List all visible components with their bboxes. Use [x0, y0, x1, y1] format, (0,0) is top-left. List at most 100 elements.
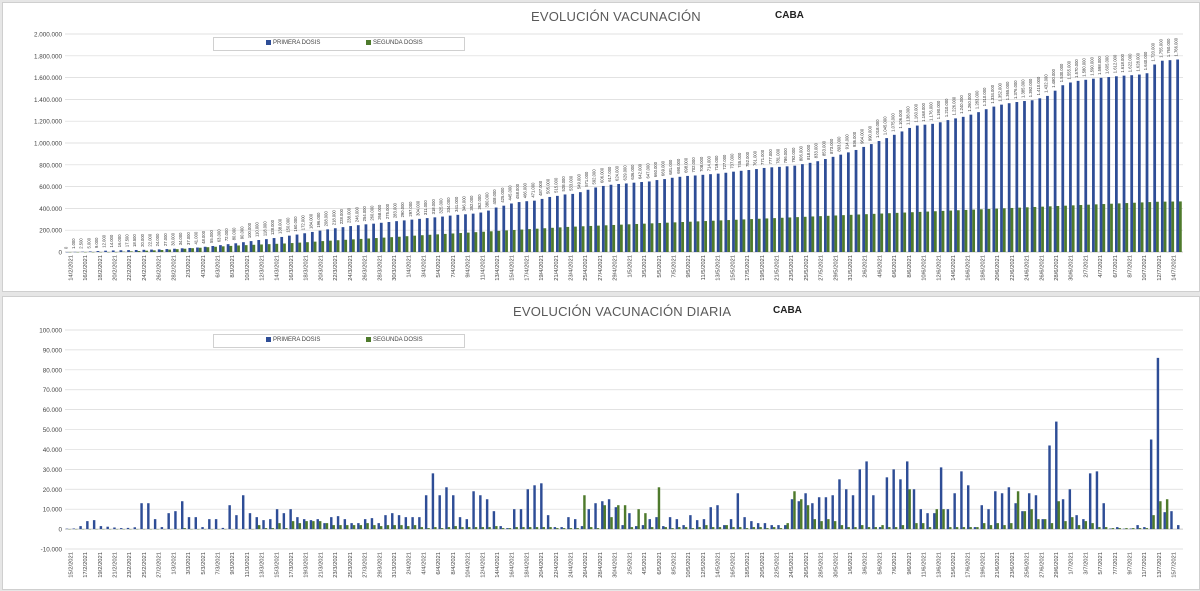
x-tick-label: 9/7/2021: [1128, 552, 1134, 575]
bar-segunda-dosis: [1133, 202, 1136, 252]
bar-segunda-dosis: [400, 525, 403, 530]
bar-primera-dosis: [1088, 473, 1092, 530]
data-label: 1.628.000: [1135, 52, 1140, 71]
chart-title: EVOLUCIÓN VACUNACIÓN: [531, 9, 701, 24]
bar-segunda-dosis: [610, 517, 613, 530]
data-label: 1.755.000: [1158, 38, 1163, 57]
bar-segunda-dosis: [928, 527, 932, 530]
bar-primera-dosis: [194, 517, 197, 530]
bar-primera-dosis: [1015, 102, 1019, 253]
bar-primera-dosis: [939, 467, 943, 530]
bar-primera-dosis: [506, 528, 509, 530]
data-label: 1.310.000: [982, 87, 987, 106]
bar-primera-dosis: [296, 517, 299, 530]
x-tick-label: 1/6/2021: [848, 552, 854, 575]
bar-segunda-dosis: [1152, 515, 1155, 530]
data-label: 1.283.000: [975, 90, 980, 109]
bar-segunda-dosis: [1125, 528, 1128, 530]
bar-primera-dosis: [395, 221, 398, 252]
bar-primera-dosis: [1170, 511, 1173, 530]
bar-primera-dosis: [709, 174, 712, 252]
data-label: 0: [63, 246, 68, 249]
bar-segunda-dosis: [691, 528, 695, 530]
bar-segunda-dosis: [566, 226, 570, 252]
bar-primera-dosis: [142, 249, 146, 252]
bar-primera-dosis: [556, 195, 559, 252]
x-tick-label: 12/5/2021: [701, 552, 707, 578]
bar-segunda-dosis: [996, 523, 999, 530]
x-tick-label: 4/3/2021: [201, 255, 207, 278]
bar-segunda-dosis: [596, 528, 600, 530]
bar-segunda-dosis: [979, 209, 983, 252]
bar-segunda-dosis: [849, 214, 853, 252]
bar-primera-dosis: [79, 526, 82, 530]
x-tick-label: 6/3/2021: [215, 255, 221, 278]
bar-primera-dosis: [743, 517, 746, 530]
bar-segunda-dosis: [535, 228, 539, 252]
data-label: 12.000: [102, 234, 107, 247]
data-label: 515.000: [553, 177, 558, 193]
data-label: 268.000: [377, 204, 382, 220]
bar-primera-dosis: [872, 495, 875, 530]
bar-segunda-dosis: [461, 527, 464, 530]
data-label: 528.000: [561, 176, 566, 192]
bar-segunda-dosis: [908, 489, 911, 530]
bar-segunda-dosis: [1048, 206, 1052, 252]
bar-primera-dosis: [647, 181, 651, 252]
x-tick-label: 1/5/2021: [627, 255, 633, 278]
x-tick-label: 14/2/2021: [68, 255, 74, 281]
x-tick-label: 8/5/2021: [671, 552, 677, 575]
bar-primera-dosis: [387, 222, 391, 252]
x-tick-label: 27/2/2021: [157, 552, 163, 578]
bar-primera-dosis: [350, 523, 353, 530]
bar-segunda-dosis: [941, 210, 945, 252]
bar-primera-dosis: [624, 183, 628, 252]
bar-primera-dosis: [695, 520, 699, 530]
bar-segunda-dosis: [556, 528, 559, 530]
bar-segunda-dosis: [982, 523, 986, 530]
bar-segunda-dosis: [366, 523, 369, 530]
data-label: 505.000: [546, 178, 551, 194]
data-label: 669.000: [661, 160, 666, 176]
x-tick-label: 30/4/2021: [613, 552, 619, 578]
bar-segunda-dosis: [766, 528, 769, 530]
data-label: 297.000: [408, 201, 413, 217]
bar-primera-dosis: [885, 138, 889, 252]
bar-primera-dosis: [689, 515, 692, 530]
bar-segunda-dosis: [635, 223, 639, 252]
bar-segunda-dosis: [752, 527, 756, 530]
bar-primera-dosis: [923, 124, 927, 252]
bar-segunda-dosis: [420, 527, 424, 530]
data-label: 727.000: [722, 154, 727, 170]
bar-primera-dosis: [1041, 519, 1044, 530]
data-label: 34.000: [178, 232, 183, 245]
bar-primera-dosis: [343, 519, 347, 530]
y-tick-label: 60.000: [43, 407, 63, 414]
data-label: 283.000: [393, 202, 398, 218]
data-label: 936.000: [852, 131, 857, 147]
data-label: 311.000: [423, 200, 428, 215]
data-label: 1.410.000: [1036, 76, 1041, 95]
bar-primera-dosis: [858, 469, 862, 530]
bar-segunda-dosis: [1138, 528, 1142, 530]
bar-primera-dosis: [1014, 503, 1017, 530]
bar-primera-dosis: [448, 215, 452, 252]
data-label: 1.260.000: [967, 92, 972, 111]
bar-primera-dosis: [701, 174, 705, 252]
bar-segunda-dosis: [1132, 528, 1135, 530]
bar-segunda-dosis: [727, 220, 730, 252]
bar-primera-dosis: [862, 146, 866, 252]
bar-primera-dosis: [127, 250, 130, 252]
bar-primera-dosis: [411, 517, 414, 530]
bar-segunda-dosis: [318, 521, 322, 530]
data-label: 150.000: [285, 217, 290, 233]
bar-segunda-dosis: [657, 487, 661, 530]
bar-primera-dosis: [104, 250, 107, 252]
bar-primera-dosis: [546, 515, 550, 530]
bar-primera-dosis: [165, 249, 169, 252]
data-label: 318.000: [431, 199, 436, 215]
bar-primera-dosis: [709, 507, 712, 530]
data-label: 1.432.000: [1043, 74, 1048, 93]
x-tick-label: 4/4/2021: [421, 552, 427, 575]
x-tick-label: 23/3/2021: [333, 552, 339, 578]
